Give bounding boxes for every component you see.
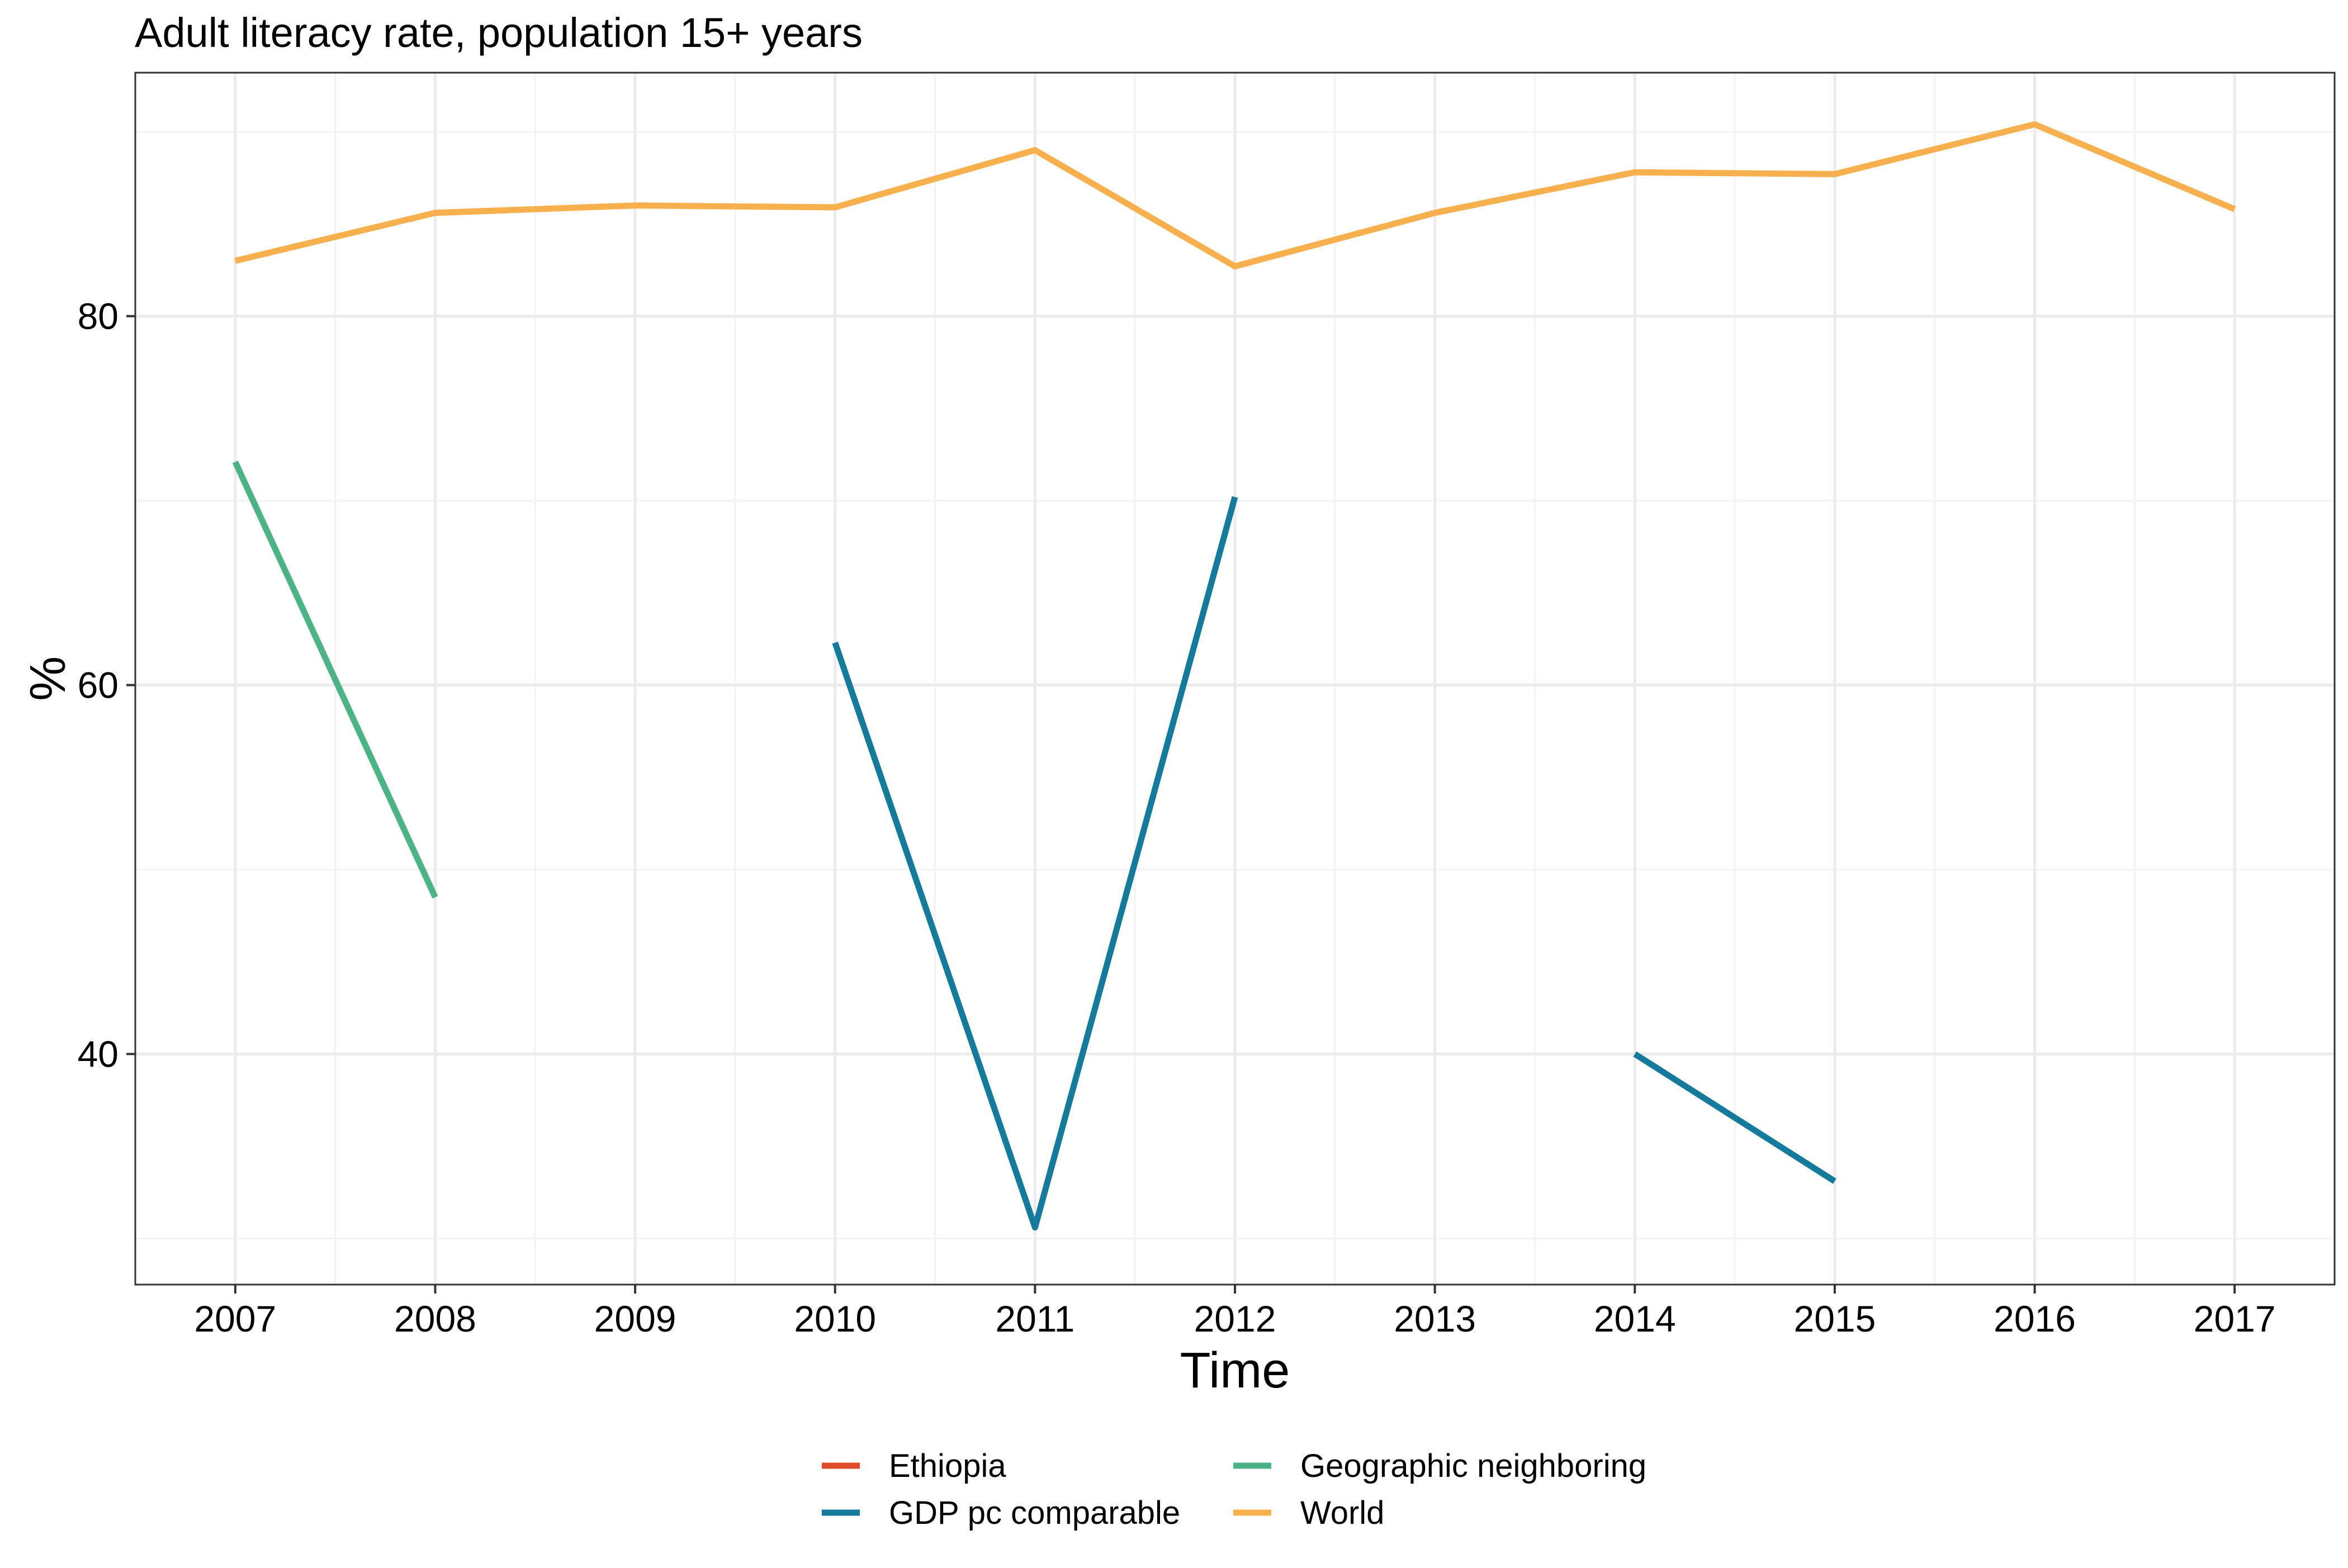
x-tick-label: 2008 bbox=[394, 1298, 476, 1339]
legend-label-world: World bbox=[1300, 1495, 1384, 1531]
x-tick-label: 2011 bbox=[995, 1298, 1074, 1339]
x-tick-label: 2009 bbox=[594, 1298, 676, 1339]
series-line-world bbox=[234, 121, 2236, 269]
series-lines bbox=[232, 121, 2236, 1231]
grid bbox=[135, 73, 2335, 1285]
legend-label-ethiopia: Ethiopia bbox=[889, 1448, 1006, 1484]
legend: Ethiopia GDP pc comparable Geographic neig… bbox=[822, 1448, 1646, 1531]
y-tick-label: 60 bbox=[78, 665, 119, 706]
x-axis-title: Time bbox=[1180, 1343, 1290, 1399]
x-tick-label: 2014 bbox=[1594, 1298, 1676, 1339]
series-line-geographic-neighboring bbox=[232, 461, 438, 899]
chart-title: Adult literacy rate, population 15+ year… bbox=[135, 10, 863, 56]
legend-label-geographic-neighboring: Geographic neighboring bbox=[1300, 1448, 1646, 1484]
x-tick-label: 2012 bbox=[1194, 1298, 1276, 1339]
x-tick-label: 2016 bbox=[1994, 1298, 2076, 1339]
series-line-gdp-pc-comparable bbox=[832, 496, 1238, 1231]
x-tick-label: 2017 bbox=[2194, 1298, 2276, 1339]
axes: 2007 2008 2009 2010 2011 2012 2013 2014 2015 2016… bbox=[78, 296, 2276, 1339]
x-tick-label: 2015 bbox=[1793, 1298, 1876, 1339]
x-tick-label: 2007 bbox=[194, 1298, 276, 1339]
legend-label-gdp-pc-comparable: GDP pc comparable bbox=[889, 1495, 1180, 1531]
x-tick-label: 2010 bbox=[794, 1298, 876, 1339]
y-tick-label: 80 bbox=[78, 296, 119, 337]
x-tick-label: 2013 bbox=[1394, 1298, 1476, 1339]
series-line-gdp-pc-comparable bbox=[1633, 1051, 1836, 1184]
y-tick-label: 40 bbox=[78, 1034, 119, 1075]
y-axis-title: % bbox=[20, 656, 76, 701]
